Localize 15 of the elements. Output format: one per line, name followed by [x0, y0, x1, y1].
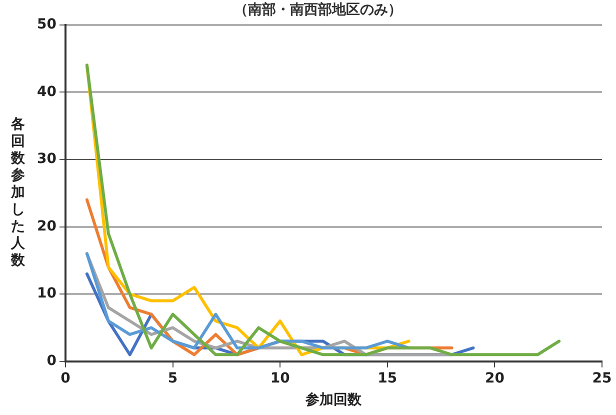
x-tick-label: 5: [168, 370, 178, 386]
x-axis-title: 参加回数: [304, 391, 363, 408]
y-tick-label: 50: [37, 16, 57, 32]
text: 各回数参加した人数: [11, 116, 25, 269]
x-tick-label: 15: [378, 370, 398, 386]
x-tick-label: 20: [484, 370, 505, 386]
y-tick-label: 0: [46, 353, 57, 370]
chart-title: （南部・南西部地区のみ）: [234, 1, 402, 18]
y-tick-label: 20: [37, 218, 57, 234]
x-tick-label: 0: [60, 370, 71, 386]
y-tick-label: 40: [37, 84, 57, 100]
y-tick-label: 30: [37, 151, 57, 168]
y-tick-label: 10: [37, 286, 57, 302]
x-tick-label: 10: [270, 370, 290, 386]
x-tick-label: 25: [592, 370, 612, 386]
